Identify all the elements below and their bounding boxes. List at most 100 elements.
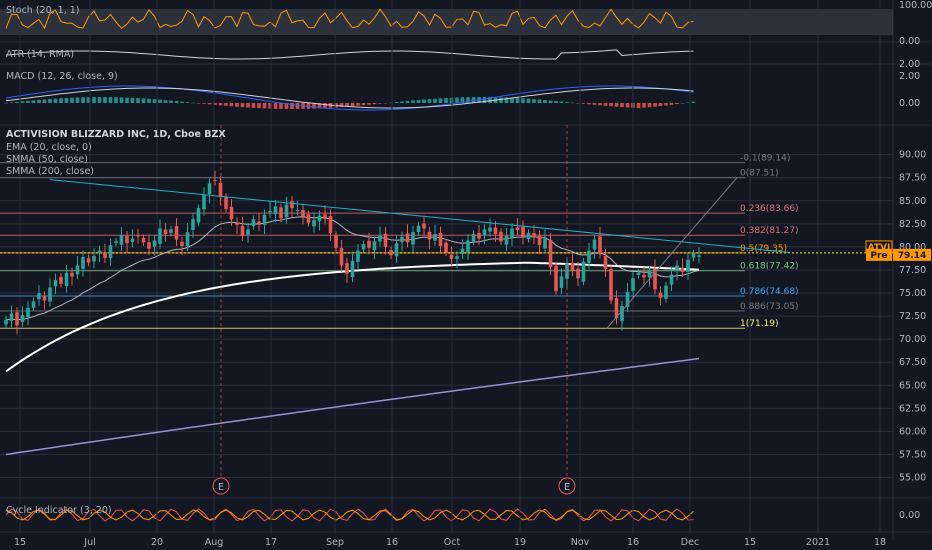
macd-histogram-bar [213,103,217,105]
macd-histogram-bar [108,97,113,103]
stoch-label[interactable]: Stoch (20, 1, 1) [6,5,80,16]
candle-body [125,236,129,244]
x-tick-label: Jul [83,537,95,548]
candle-body [669,274,674,285]
stoch-band [0,9,893,35]
legend-smma50[interactable]: SMMA (50, close) [6,154,88,165]
candle-body [152,240,157,247]
macd-histogram-bar [130,97,135,103]
atr-label[interactable]: ATR (14, RMA) [6,49,74,60]
macd-histogram-bar [218,103,223,106]
macd-histogram-bar [119,97,124,103]
candle-body [290,201,294,209]
stoch-tick: 0.00 [899,36,920,47]
macd-histogram-bar [367,103,371,105]
macd-histogram-bar [444,97,448,103]
macd-histogram-bar [466,97,470,103]
candle-body [680,267,685,272]
candle-body [301,210,305,217]
pre-tag [866,248,892,261]
macd-histogram-bar [603,103,608,106]
candle-body [636,272,641,275]
candle-body [367,240,371,248]
cycle-label[interactable]: Cycle Indicator (3, 20) [6,505,112,516]
candle-body [284,204,289,218]
candle-body [163,229,168,235]
macd-histogram-bar [273,103,278,109]
macd-histogram-bar [53,98,58,103]
macd-histogram-bar [240,103,245,108]
macd-histogram-bar [647,103,652,108]
macd-histogram-bar [317,103,322,109]
candle-body [323,214,327,220]
candle-body [570,263,575,271]
macd-histogram-bar [422,99,426,103]
macd-histogram-bar [411,100,415,103]
legend-smma200[interactable]: SMMA (200, close) [6,166,94,177]
macd-histogram-bar [427,99,432,103]
candle-body [147,242,151,249]
macd-histogram-bar [350,103,355,107]
macd-histogram-bar [246,103,250,108]
y-tick-label: 82.50 [899,219,926,230]
stoch-line [5,8,694,30]
candle-body [378,235,382,242]
candle-body [499,231,503,242]
macd-histogram-bar [438,98,443,103]
macd-histogram-bar [416,99,421,103]
candle-body [328,215,333,234]
y-tick-label: 77.50 [899,265,926,276]
macd-histogram-bar [136,98,140,103]
candle-body [686,259,690,272]
candle-body [554,266,558,292]
symbol-tag-label: ATVI [868,243,891,253]
macd-histogram-bar [405,100,410,103]
macd-histogram-bar [279,103,283,109]
macd-histogram-bar [152,99,157,103]
candle-body [394,243,399,257]
macd-histogram-bar [532,99,536,103]
earnings-badge [212,477,230,495]
candle-body [471,234,476,242]
macd-histogram-bar [653,103,657,107]
candle-body [493,227,498,235]
fib-label: -0.1(89.14) [740,154,790,164]
candle-body [350,260,355,277]
candle-body [158,228,162,244]
candle-body [356,250,360,262]
fib-label: 0(87.51) [740,169,779,179]
macd-histogram-bar [691,101,696,103]
macd-histogram-bar [37,99,41,103]
candle-body [169,229,173,233]
macd-histogram-bar [526,98,531,103]
candle-body [180,241,184,247]
macd-histogram-bar [482,97,487,103]
x-tick-label: 20 [151,537,163,548]
fib-label: 0.236(83.66) [740,204,799,214]
macd-histogram-bar [290,103,294,109]
macd-histogram-bar [614,103,619,107]
macd-label[interactable]: MACD (12, 26, close, 9) [6,71,118,82]
candle-body [361,244,366,250]
candle-body [48,287,52,302]
candle-body [603,255,608,270]
candle-body [31,301,36,308]
candle-body [312,220,316,227]
fib-anchor-line [606,177,738,329]
stoch-tick: 100.00 [899,0,932,11]
macd-histogram-bar [64,97,69,103]
macd-histogram-bar [664,103,668,106]
macd-histogram-bar [20,101,25,103]
macd-histogram-bar [598,103,602,106]
candle-body [130,238,135,243]
macd-histogram-bar [554,101,558,103]
legend-ema[interactable]: EMA (20, close, 0) [6,142,92,153]
macd-histogram-bar [59,98,63,103]
macd-histogram-bar [42,99,47,103]
candle-body [592,239,597,250]
macd-histogram-bar [488,97,492,103]
candle-body [576,268,580,279]
macd-histogram-bar [81,97,85,103]
macd-histogram-bar [86,97,91,103]
